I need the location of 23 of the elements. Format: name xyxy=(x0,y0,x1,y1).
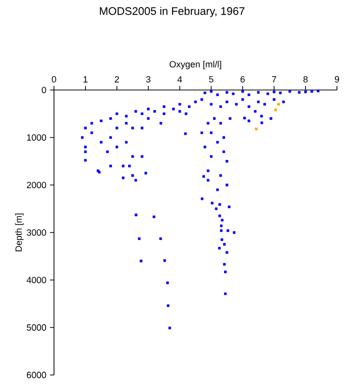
x-tick-label: 8 xyxy=(303,76,308,82)
x-tick-label: 2 xyxy=(114,76,119,82)
y-tick-label: 0 xyxy=(42,86,46,94)
x-tick-label: 7 xyxy=(272,76,276,82)
point xyxy=(274,108,277,112)
y-tick-label: 2000 xyxy=(26,182,46,188)
x-tick-label: 4 xyxy=(177,76,182,82)
y-tick-label: 4000 xyxy=(26,276,46,284)
x-axis-title: Oxygen [ml/l] xyxy=(170,60,222,70)
point xyxy=(254,128,258,130)
x-tick-label: 3 xyxy=(146,76,150,82)
x-tick-label: 6 xyxy=(240,76,245,82)
x-tick-label: 9 xyxy=(334,76,340,82)
y-axis-title: Depth [m] xyxy=(15,214,24,252)
y-tick-label: 3000 xyxy=(26,229,46,236)
chart-title: MODS2005 in February, 1967 xyxy=(100,6,244,18)
y-tick-label: 5000 xyxy=(26,324,46,331)
y-tick-label: 6000 xyxy=(26,372,46,378)
x-tick-label: 1 xyxy=(84,76,88,82)
x-tick-label: 0 xyxy=(52,76,56,82)
point xyxy=(277,102,280,106)
y-tick-label: 1000 xyxy=(27,134,46,141)
x-tick-label: 5 xyxy=(209,76,214,82)
